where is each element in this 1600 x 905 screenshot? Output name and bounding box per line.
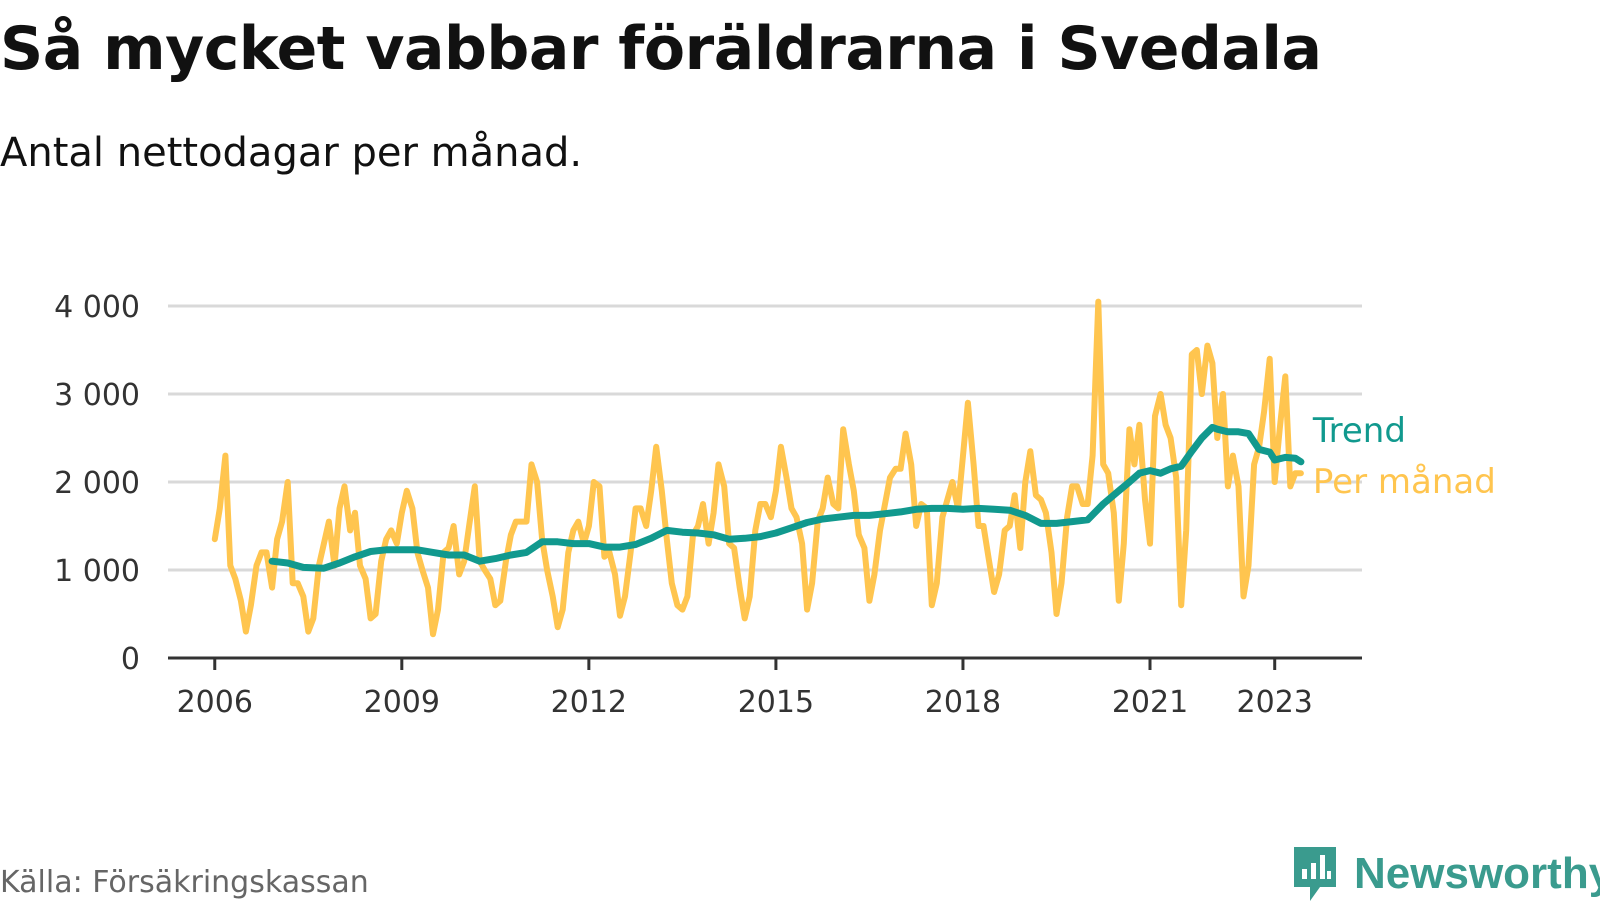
series-label-trend: Trend: [1312, 411, 1406, 451]
series-line-per-manad: [211, 298, 1304, 638]
x-tick-label: 2009: [364, 685, 440, 720]
brand-name: Newsworthy: [1354, 849, 1600, 898]
brand-logo: Newsworthy: [1290, 843, 1600, 905]
y-tick-label: 3 000: [54, 378, 140, 413]
chart-subtitle: Antal nettodagar per månad.: [0, 130, 583, 176]
y-tick-label: 4 000: [54, 290, 140, 325]
series-lines: [211, 298, 1305, 638]
y-axis-ticks: 0 1 000 2 000 3 000 4 000: [54, 290, 140, 677]
x-tick-label: 2012: [551, 685, 627, 720]
series-line-trend: [268, 423, 1305, 572]
x-tick-label: 2015: [738, 685, 814, 720]
y-tick-label: 2 000: [54, 466, 140, 501]
x-axis-ticks: 2006 2009 2012 2015 2018 2021 2023: [177, 658, 1313, 720]
newsworthy-logo-icon: [1294, 847, 1336, 901]
x-tick-label: 2023: [1237, 685, 1313, 720]
chart-title: Så mycket vabbar föräldrarna i Svedala: [0, 14, 1322, 84]
x-tick-label: 2018: [925, 685, 1001, 720]
x-tick-label: 2021: [1112, 685, 1188, 720]
x-tick-label: 2006: [177, 685, 253, 720]
y-tick-label: 0: [121, 642, 140, 677]
y-tick-label: 1 000: [54, 554, 140, 589]
source-note: Källa: Försäkringskassan: [0, 865, 369, 900]
series-label-per-manad: Per månad: [1313, 462, 1496, 502]
